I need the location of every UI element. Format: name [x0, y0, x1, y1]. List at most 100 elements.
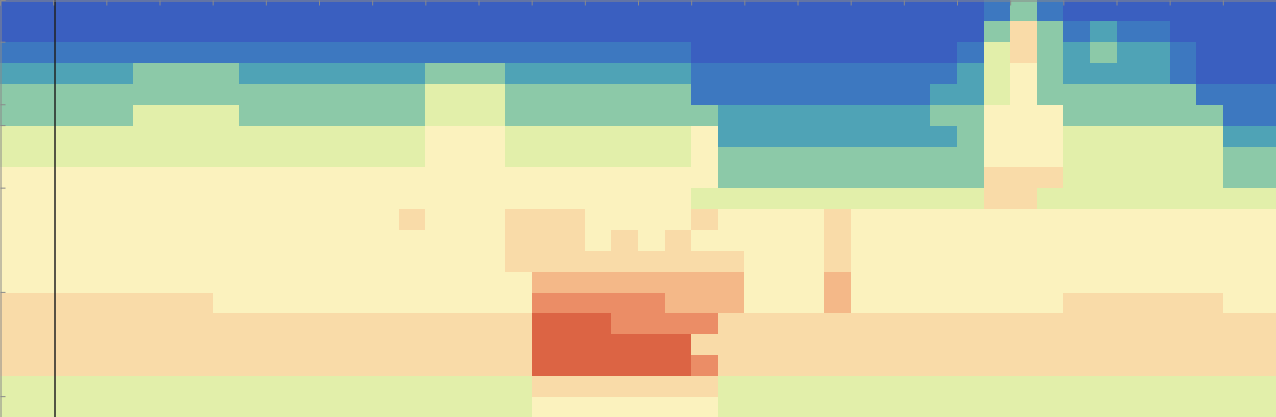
- cell: [1063, 167, 1090, 188]
- cell: [266, 313, 293, 334]
- cell: [0, 375, 27, 396]
- cell: [984, 104, 1011, 125]
- cell: [80, 271, 107, 292]
- cell: [558, 375, 585, 396]
- cell: [452, 313, 479, 334]
- cell: [399, 104, 426, 125]
- cell: [930, 83, 957, 104]
- cell: [399, 63, 426, 84]
- cell: [638, 188, 665, 209]
- cell: [665, 229, 692, 250]
- cell: [558, 354, 585, 375]
- cell: [292, 229, 319, 250]
- cell: [1117, 313, 1144, 334]
- cell: [372, 83, 399, 104]
- cell: [1010, 167, 1037, 188]
- tick-mark: [213, 1, 214, 6]
- tick-mark: [106, 1, 107, 6]
- cell: [372, 396, 399, 417]
- cell: [1117, 188, 1144, 209]
- cell: [1117, 375, 1144, 396]
- cell: [904, 250, 931, 271]
- cell: [0, 83, 27, 104]
- tick: [1, 188, 6, 189]
- cell: [479, 146, 506, 167]
- cell: [479, 188, 506, 209]
- cell: [319, 313, 346, 334]
- cell: [691, 292, 718, 313]
- cell: [1143, 146, 1170, 167]
- cell: [824, 250, 851, 271]
- cell: [1063, 83, 1090, 104]
- cell: [1010, 146, 1037, 167]
- cell: [744, 313, 771, 334]
- cell: [27, 375, 54, 396]
- cell: [904, 83, 931, 104]
- cell: [1196, 104, 1223, 125]
- cell: [0, 42, 27, 63]
- cell: [1170, 63, 1197, 84]
- cell: [532, 63, 559, 84]
- cell: [1143, 375, 1170, 396]
- cell: [372, 354, 399, 375]
- cell: [771, 313, 798, 334]
- cell: [53, 104, 80, 125]
- cell: [824, 313, 851, 334]
- cell: [479, 167, 506, 188]
- cell: [1143, 21, 1170, 42]
- cell: [399, 209, 426, 230]
- cell: [851, 250, 878, 271]
- cell: [877, 313, 904, 334]
- cell: [346, 125, 373, 146]
- cell: [346, 63, 373, 84]
- cell: [798, 125, 825, 146]
- cell: [691, 83, 718, 104]
- cell: [106, 396, 133, 417]
- cell: [798, 375, 825, 396]
- cell: [1037, 334, 1064, 355]
- cell: [106, 167, 133, 188]
- cell: [505, 209, 532, 230]
- cell: [479, 42, 506, 63]
- tick-mark: [1010, 1, 1011, 6]
- cell: [266, 146, 293, 167]
- cell: [319, 104, 346, 125]
- cell: [1223, 0, 1250, 21]
- cell: [532, 250, 559, 271]
- cell: [877, 42, 904, 63]
- cell: [213, 21, 240, 42]
- cell: [665, 83, 692, 104]
- cell: [505, 250, 532, 271]
- cell: [532, 396, 559, 417]
- cell: [1143, 313, 1170, 334]
- cell: [372, 209, 399, 230]
- cell: [160, 167, 187, 188]
- cell: [1063, 42, 1090, 63]
- tick: [319, 1, 320, 6]
- cell: [904, 146, 931, 167]
- cell: [558, 83, 585, 104]
- cell: [133, 209, 160, 230]
- cell: [718, 63, 745, 84]
- cell: [957, 271, 984, 292]
- cell: [1090, 334, 1117, 355]
- cell: [0, 334, 27, 355]
- cell: [904, 313, 931, 334]
- cell: [611, 125, 638, 146]
- cell: [319, 292, 346, 313]
- cell: [718, 354, 745, 375]
- cell: [771, 292, 798, 313]
- tick-mark: [479, 1, 480, 6]
- cell: [346, 396, 373, 417]
- cell: [292, 209, 319, 230]
- cell: [1010, 354, 1037, 375]
- cell: [27, 209, 54, 230]
- cell: [718, 250, 745, 271]
- cell: [930, 167, 957, 188]
- cell: [771, 125, 798, 146]
- cell: [399, 146, 426, 167]
- cell: [479, 229, 506, 250]
- chart: [0, 0, 1276, 417]
- cell: [638, 375, 665, 396]
- cell: [585, 292, 612, 313]
